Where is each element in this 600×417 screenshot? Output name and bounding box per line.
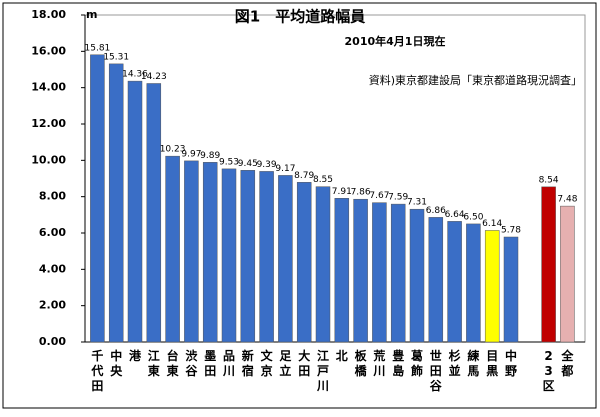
- y-tick-label: 12.00: [31, 117, 66, 130]
- bar: [428, 217, 444, 343]
- y-tick-label: 14.00: [31, 81, 66, 94]
- x-tick-label: 渋谷: [185, 348, 198, 378]
- x-tick-label: 板橋: [355, 348, 368, 378]
- y-tick-label: 0.00: [39, 335, 66, 348]
- bar: [221, 168, 237, 343]
- bar: [146, 83, 162, 343]
- x-tick-label: 新宿: [242, 348, 254, 378]
- bar: [503, 236, 519, 343]
- x-tick-label: 足立: [279, 349, 291, 378]
- bar: [447, 221, 462, 343]
- bar: [184, 160, 199, 343]
- value-label: 6.50: [463, 212, 483, 222]
- bar: [165, 155, 180, 343]
- value-label: 6.86: [426, 206, 446, 216]
- x-tick-label: 葛飾: [410, 348, 423, 378]
- value-label: 6.64: [445, 210, 465, 220]
- subtitle: 2010年4月1日現在: [345, 34, 446, 48]
- outer-frame: [2, 2, 597, 409]
- bar: [90, 54, 105, 343]
- value-label: 8.79: [294, 171, 314, 181]
- x-tick-label: 千代田: [90, 348, 103, 393]
- value-label: 8.54: [539, 175, 559, 185]
- value-label: 6.14: [482, 219, 502, 229]
- value-label: 7.86: [351, 188, 371, 198]
- bar: [372, 202, 387, 343]
- y-unit: m: [86, 8, 97, 21]
- x-tick-label: 中央: [110, 348, 123, 378]
- x-tick-label: 品川: [222, 349, 235, 378]
- x-tick-label: 北: [336, 348, 348, 363]
- y-tick-label: 6.00: [39, 226, 66, 239]
- value-label: 10.23: [160, 145, 186, 155]
- y-tick-label: 4.00: [39, 262, 66, 275]
- value-label: 14.36: [122, 70, 148, 80]
- x-tick-label: 台東: [167, 348, 179, 378]
- x-tick-label: 荒川: [372, 348, 385, 378]
- bar: [560, 205, 575, 343]
- y-tick-label: 8.00: [39, 190, 66, 203]
- bar: [409, 208, 425, 343]
- value-label: 9.45: [238, 159, 258, 169]
- x-tick-label: 全都: [560, 348, 574, 378]
- value-label: 7.31: [407, 198, 427, 208]
- bar: [484, 230, 500, 343]
- x-tick-label: 江東: [148, 348, 160, 378]
- bar: [334, 198, 350, 343]
- value-label: 7.48: [557, 195, 577, 205]
- value-label: 5.78: [501, 225, 521, 235]
- value-label: 7.67: [369, 191, 389, 201]
- bar: [108, 63, 124, 343]
- value-label: 14.23: [141, 72, 167, 82]
- chart-title: 図1 平均道路幅員: [235, 8, 365, 26]
- bar: [466, 223, 481, 343]
- bar: [127, 80, 143, 343]
- value-label: 7.91: [332, 187, 352, 197]
- bar: [315, 186, 331, 343]
- x-tick-label: 港: [129, 348, 142, 363]
- y-tick-label: 18.00: [31, 8, 66, 21]
- x-tick-label: 大田: [298, 348, 310, 378]
- x-tick-label: 豊島: [392, 348, 404, 378]
- y-tick-label: 16.00: [31, 44, 66, 57]
- bar: [353, 198, 368, 343]
- bar: [202, 162, 218, 343]
- value-label: 7.59: [388, 193, 408, 203]
- x-tick-label: 世田谷: [430, 348, 443, 393]
- x-tick-label: 目黒: [486, 349, 498, 378]
- x-tick-label: 練馬: [467, 348, 479, 378]
- value-label: 8.55: [313, 175, 333, 185]
- value-label: 9.53: [219, 157, 239, 167]
- value-label: 9.17: [275, 164, 295, 174]
- value-label: 9.89: [200, 151, 220, 161]
- value-label: 15.81: [85, 43, 111, 53]
- bar: [259, 171, 274, 343]
- bar: [240, 170, 256, 343]
- bar: [296, 182, 312, 343]
- value-label: 9.39: [257, 160, 277, 170]
- y-tick-label: 2.00: [39, 299, 66, 312]
- x-tick-label: 文京: [261, 348, 274, 378]
- bar: [278, 175, 293, 343]
- y-tick-label: 10.00: [31, 153, 66, 166]
- x-tick-label: 墨田: [204, 349, 216, 378]
- bar: [390, 203, 406, 343]
- x-tick-label: 杉並: [449, 348, 461, 378]
- x-tick-label: 中野: [505, 348, 517, 378]
- x-tick-label: 江戸川: [316, 348, 329, 393]
- bar: [541, 186, 556, 343]
- source: 資料)東京都建設局「東京都道路現況調査」: [369, 73, 582, 87]
- value-label: 15.31: [103, 52, 129, 62]
- value-label: 9.97: [181, 149, 201, 159]
